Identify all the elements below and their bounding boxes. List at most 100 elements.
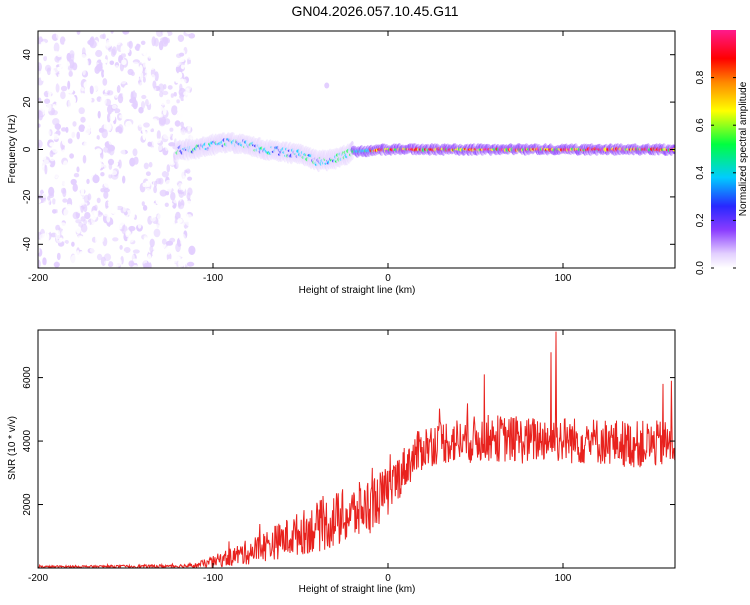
noise-cell — [55, 215, 59, 222]
noise-cell — [173, 198, 179, 204]
noise-cell — [262, 49, 267, 55]
noise-cell — [59, 237, 63, 242]
noise-cell — [70, 53, 75, 62]
spectrogram-x-ticks: -200 -100 0 100 — [28, 31, 572, 284]
noise-cell — [158, 83, 165, 93]
noise-cell — [64, 173, 70, 180]
noise-cell — [109, 224, 118, 231]
noise-cell — [126, 149, 132, 155]
noise-cell — [132, 148, 138, 157]
colorbar-tick-label: 0.0 — [695, 261, 706, 275]
noise-cell — [44, 211, 52, 219]
noise-cell — [187, 55, 194, 61]
noise-cell — [133, 111, 139, 122]
noise-cell — [147, 253, 152, 263]
noise-cell — [180, 164, 184, 173]
noise-cell — [55, 229, 61, 240]
noise-cell — [68, 167, 73, 176]
noise-cell — [164, 202, 169, 207]
noise-cell — [178, 233, 186, 242]
noise-cell — [178, 189, 185, 198]
noise-cell — [130, 260, 134, 267]
noise-cell — [263, 236, 267, 242]
noise-cell — [183, 95, 187, 102]
noise-cell — [162, 106, 167, 116]
noise-cell — [134, 52, 138, 62]
noise-cell — [107, 261, 114, 268]
noise-cell — [178, 104, 185, 109]
noise-cell — [105, 201, 109, 209]
noise-cell — [44, 64, 52, 72]
spectrogram-y-tick-label: 20 — [22, 96, 33, 108]
noise-cell — [46, 103, 52, 112]
noise-cell — [117, 31, 122, 34]
noise-cell — [80, 116, 86, 123]
noise-cell — [88, 31, 94, 35]
noise-cell — [150, 123, 156, 129]
noise-cell — [174, 120, 181, 127]
noise-cell — [53, 261, 60, 268]
noise-cell — [168, 214, 175, 225]
noise-cell — [229, 214, 234, 221]
noise-cell — [71, 193, 78, 199]
noise-cell — [85, 182, 90, 192]
noise-cell — [165, 240, 174, 246]
noise-cell — [72, 183, 78, 192]
snr-y-tick-label: 2000 — [22, 493, 33, 516]
noise-cell — [191, 182, 194, 186]
noise-cell — [143, 131, 151, 136]
noise-cell — [44, 129, 51, 137]
noise-cell — [79, 251, 84, 257]
noise-cell — [79, 59, 82, 70]
noise-cell — [70, 159, 77, 169]
noise-cell — [170, 93, 174, 98]
noise-cell — [182, 108, 187, 114]
noise-cell — [40, 189, 44, 195]
noise-cell — [288, 177, 294, 183]
noise-cell — [116, 195, 121, 202]
snr-x-tick-label: -200 — [28, 573, 48, 584]
noise-cell — [270, 130, 274, 137]
noise-cell — [185, 104, 192, 113]
spectrogram-x-tick-label: 0 — [385, 273, 391, 284]
noise-cell — [122, 92, 130, 99]
noise-cell — [44, 98, 51, 104]
noise-cell — [165, 92, 172, 102]
noise-cell — [72, 121, 77, 127]
noise-cell — [55, 83, 60, 93]
noise-cell — [154, 37, 159, 47]
noise-cell — [178, 169, 185, 179]
noise-cell — [97, 110, 101, 119]
noise-cell — [91, 47, 97, 53]
noise-cell — [58, 203, 63, 209]
noise-cell — [140, 101, 146, 110]
noise-cell — [138, 263, 142, 268]
noise-cell — [94, 210, 99, 218]
noise-cell — [61, 118, 66, 127]
noise-cell — [186, 192, 191, 200]
noise-cell — [141, 201, 145, 207]
noise-cell — [96, 135, 100, 140]
noise-cell — [187, 124, 191, 132]
noise-cell — [159, 250, 167, 256]
noise-cell — [279, 59, 282, 64]
noise-cell — [81, 87, 85, 92]
noise-cell — [135, 180, 140, 186]
noise-cell — [188, 33, 196, 39]
noise-cell — [131, 131, 136, 138]
spectrogram-marks — [38, 31, 675, 268]
noise-cell — [58, 59, 65, 68]
noise-cell — [111, 170, 118, 176]
noise-cell — [74, 46, 82, 52]
noise-cell — [68, 262, 73, 268]
noise-cell — [122, 137, 130, 147]
noise-cell — [38, 31, 42, 38]
noise-cell — [215, 172, 218, 176]
noise-cell — [82, 154, 87, 164]
noise-cell — [80, 53, 87, 63]
noise-cell — [84, 212, 91, 220]
noise-cell — [40, 137, 48, 142]
noise-cell — [136, 70, 140, 77]
noise-cell — [193, 104, 196, 111]
